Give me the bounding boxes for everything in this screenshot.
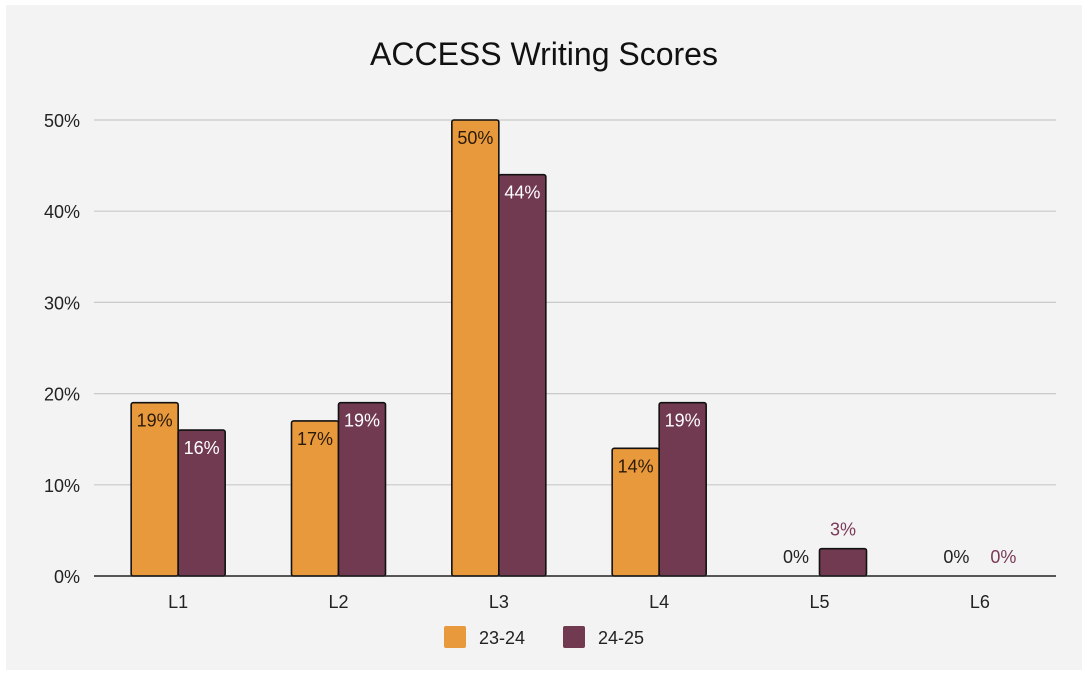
legend-swatch-23-24 [444,626,466,648]
x-tick-label: L6 [970,592,990,612]
data-label: 16% [184,438,220,458]
legend-label: 23-24 [479,628,525,648]
y-tick-label: 50% [44,111,80,131]
data-label: 0% [943,547,969,567]
data-label: 3% [830,520,856,540]
data-label: 44% [504,183,540,203]
y-tick-label: 40% [44,202,80,222]
bar-24-25-L3 [498,173,547,577]
y-tick-label: 0% [54,567,80,587]
x-tick-label: L3 [489,592,509,612]
legend-swatch-24-25 [563,626,585,648]
data-label: 0% [783,547,809,567]
bar-23-24-L3 [451,119,500,577]
x-tick-label: L5 [809,592,829,612]
data-label: 19% [344,411,380,431]
legend-label: 24-25 [598,628,644,648]
chart-title: ACCESS Writing Scores [370,36,718,72]
x-tick-label: L4 [649,592,669,612]
x-tick-label: L2 [328,592,348,612]
data-label: 0% [990,547,1016,567]
y-tick-label: 10% [44,476,80,496]
bar-24-25-L5 [818,547,868,577]
data-label: 19% [665,411,701,431]
data-label: 50% [457,128,493,148]
data-label: 17% [297,429,333,449]
y-tick-label: 30% [44,293,80,313]
x-tick-label: L1 [168,592,188,612]
y-tick-label: 20% [44,385,80,405]
data-label: 19% [137,411,173,431]
data-label: 14% [618,456,654,476]
